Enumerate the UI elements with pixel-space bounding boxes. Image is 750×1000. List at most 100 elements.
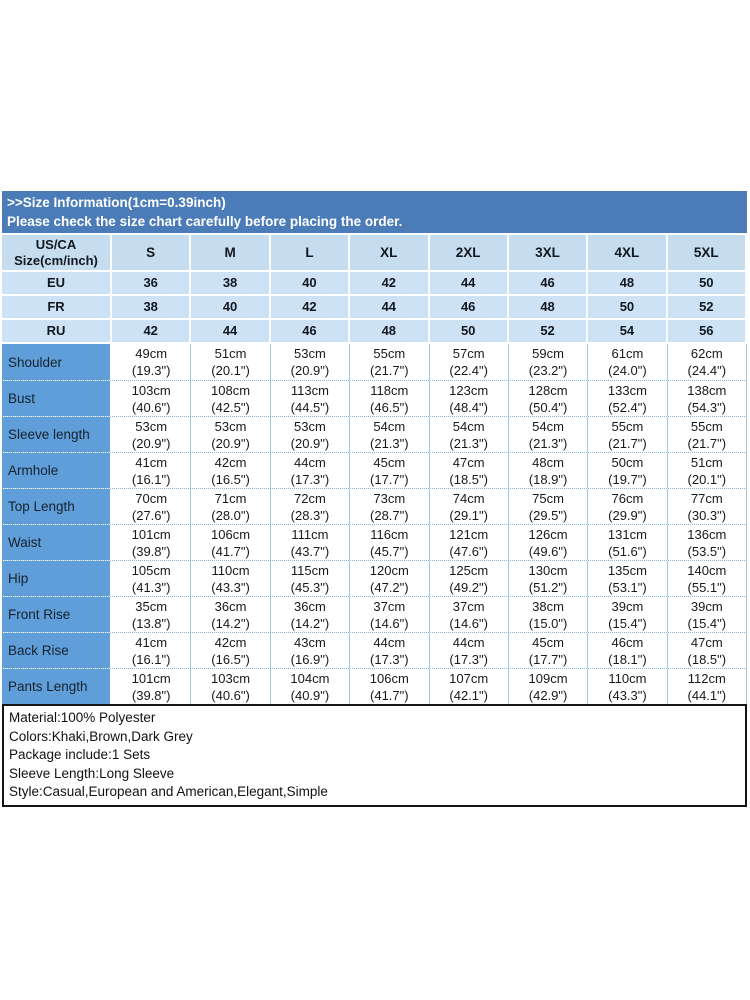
measurement-value: 101cm (39.8") xyxy=(112,669,192,704)
measurement-value: 36cm (14.2") xyxy=(191,597,271,632)
value-inch: (53.1") xyxy=(608,580,647,595)
value-inch: (14.6") xyxy=(449,616,488,631)
value-cm: 140cm xyxy=(687,563,727,578)
measurement-label: Waist xyxy=(2,525,112,560)
value-cm: 51cm xyxy=(214,346,247,361)
value-cm: 44cm xyxy=(373,635,406,650)
value-inch: (15.0") xyxy=(528,616,568,631)
info-material: Material:100% Polyester xyxy=(9,710,156,725)
value-cm: 55cm xyxy=(373,346,406,361)
value-inch: (21.7") xyxy=(608,436,647,451)
value-cm: 42cm xyxy=(214,635,247,650)
measurement-label: Front Rise xyxy=(2,597,112,632)
measurement-value: 76cm (29.9") xyxy=(588,489,668,524)
size-system-value: 40 xyxy=(270,272,351,294)
measurement-value: 107cm (42.1") xyxy=(429,669,509,704)
value-cm: 107cm xyxy=(449,671,489,686)
value-cm: 43cm xyxy=(294,635,326,650)
measurement-value: 53cm (20.9") xyxy=(112,417,192,452)
size-system-value: 50 xyxy=(667,272,747,294)
value-cm: 62cm xyxy=(690,346,723,361)
measurement-row-pants-length: Pants Length 101cm (39.8") 103cm (40.6") 104c… xyxy=(2,668,747,704)
value-cm: 44cm xyxy=(294,455,326,470)
value-inch: (28.0") xyxy=(211,508,250,523)
value-cm: 131cm xyxy=(607,527,647,542)
measurement-row-sleeve-length: Sleeve length 53cm (20.9") 53cm (20.9") 53cm (… xyxy=(2,416,747,452)
value-cm: 118cm xyxy=(370,383,409,398)
value-cm: 109cm xyxy=(528,671,568,686)
value-inch: (30.3") xyxy=(687,508,727,523)
measurement-value: 128cm (50.4") xyxy=(508,381,589,416)
value-inch: (20.1") xyxy=(687,472,727,487)
size-column-header-3xl: 3XL xyxy=(508,235,589,270)
value-inch: (29.5") xyxy=(528,508,568,523)
value-inch: (16.1") xyxy=(131,652,171,667)
value-cm: 136cm xyxy=(687,527,727,542)
value-cm: 53cm xyxy=(294,419,326,434)
value-cm: 44cm xyxy=(452,635,485,650)
measurement-value: 45cm (17.7") xyxy=(350,453,430,488)
info-style: Style:Casual,European and American,Elega… xyxy=(9,784,328,799)
measurement-value: 73cm (28.7") xyxy=(350,489,430,524)
measurement-value: 106cm (41.7") xyxy=(350,669,430,704)
value-inch: (24.0") xyxy=(608,363,647,378)
value-inch: (43.3") xyxy=(608,688,647,703)
measurement-value: 43cm (16.9") xyxy=(270,633,351,668)
measurement-value: 55cm (21.7") xyxy=(667,417,747,452)
value-inch: (44.5") xyxy=(290,400,330,415)
measurement-value: 39cm (15.4") xyxy=(667,597,747,632)
measurement-value: 123cm (48.4") xyxy=(429,381,509,416)
measurement-label: Shoulder xyxy=(2,344,112,380)
measurement-value: 140cm (55.1") xyxy=(667,561,747,596)
value-inch: (20.1") xyxy=(211,363,250,378)
size-system-value: 44 xyxy=(429,272,509,294)
size-column-header-s: S xyxy=(112,235,192,270)
measurement-row-waist: Waist 101cm (39.8") 106cm (41.7") 111cm (43.7"… xyxy=(2,524,747,560)
value-cm: 53cm xyxy=(294,346,326,361)
value-inch: (15.4") xyxy=(687,616,727,631)
measurement-value: 62cm (24.4") xyxy=(667,344,747,380)
size-system-row-eu: EU 36 38 40 42 44 46 48 50 xyxy=(2,272,747,296)
size-system-value: 42 xyxy=(350,272,430,294)
measurement-label: Bust xyxy=(2,381,112,416)
measurement-value: 108cm (42.5") xyxy=(191,381,271,416)
measurement-value: 46cm (18.1") xyxy=(588,633,668,668)
measurement-value: 49cm (19.3") xyxy=(112,344,192,380)
measurement-value: 53cm (20.9") xyxy=(270,344,351,380)
measurement-value: 131cm (51.6") xyxy=(588,525,668,560)
size-system-value: 52 xyxy=(667,296,747,318)
value-cm: 133cm xyxy=(607,383,647,398)
value-inch: (24.4") xyxy=(687,363,727,378)
value-cm: 74cm xyxy=(452,491,485,506)
value-inch: (20.9") xyxy=(211,436,250,451)
value-cm: 101cm xyxy=(131,671,171,686)
measurement-value: 112cm (44.1") xyxy=(667,669,747,704)
value-inch: (21.3") xyxy=(528,436,568,451)
measurement-row-hip: Hip 105cm (41.3") 110cm (43.3") 115cm (45.3") 1… xyxy=(2,560,747,596)
size-system-label: RU xyxy=(2,320,112,342)
measurement-value: 75cm (29.5") xyxy=(508,489,589,524)
measurement-value: 130cm (51.2") xyxy=(508,561,589,596)
measurement-value: 74cm (29.1") xyxy=(429,489,509,524)
corner-header-line-1: US/CA xyxy=(35,236,77,252)
value-cm: 47cm xyxy=(690,635,723,650)
size-system-value: 44 xyxy=(191,320,271,342)
measurement-row-bust: Bust 103cm (40.6") 108cm (42.5") 113cm (44.5")… xyxy=(2,380,747,416)
measurement-value: 50cm (19.7") xyxy=(588,453,668,488)
value-cm: 77cm xyxy=(690,491,723,506)
measurement-value: 51cm (20.1") xyxy=(667,453,747,488)
value-cm: 46cm xyxy=(611,635,644,650)
value-inch: (18.5") xyxy=(687,652,727,667)
value-cm: 41cm xyxy=(135,455,168,470)
size-table: US/CA Size(cm/inch) S M L XL 2XL 3XL 4XL 5XL EU 36 3… xyxy=(2,235,747,704)
size-system-value: 48 xyxy=(508,296,589,318)
value-inch: (16.1") xyxy=(131,472,171,487)
value-inch: (45.7") xyxy=(370,544,409,559)
value-cm: 53cm xyxy=(135,419,168,434)
size-info-banner: >>Size Information(1cm=0.39inch) Please … xyxy=(2,191,747,233)
size-system-value: 46 xyxy=(270,320,351,342)
value-cm: 72cm xyxy=(294,491,326,506)
measurement-value: 133cm (52.4") xyxy=(588,381,668,416)
value-inch: (22.4") xyxy=(449,363,488,378)
value-inch: (20.9") xyxy=(290,436,330,451)
